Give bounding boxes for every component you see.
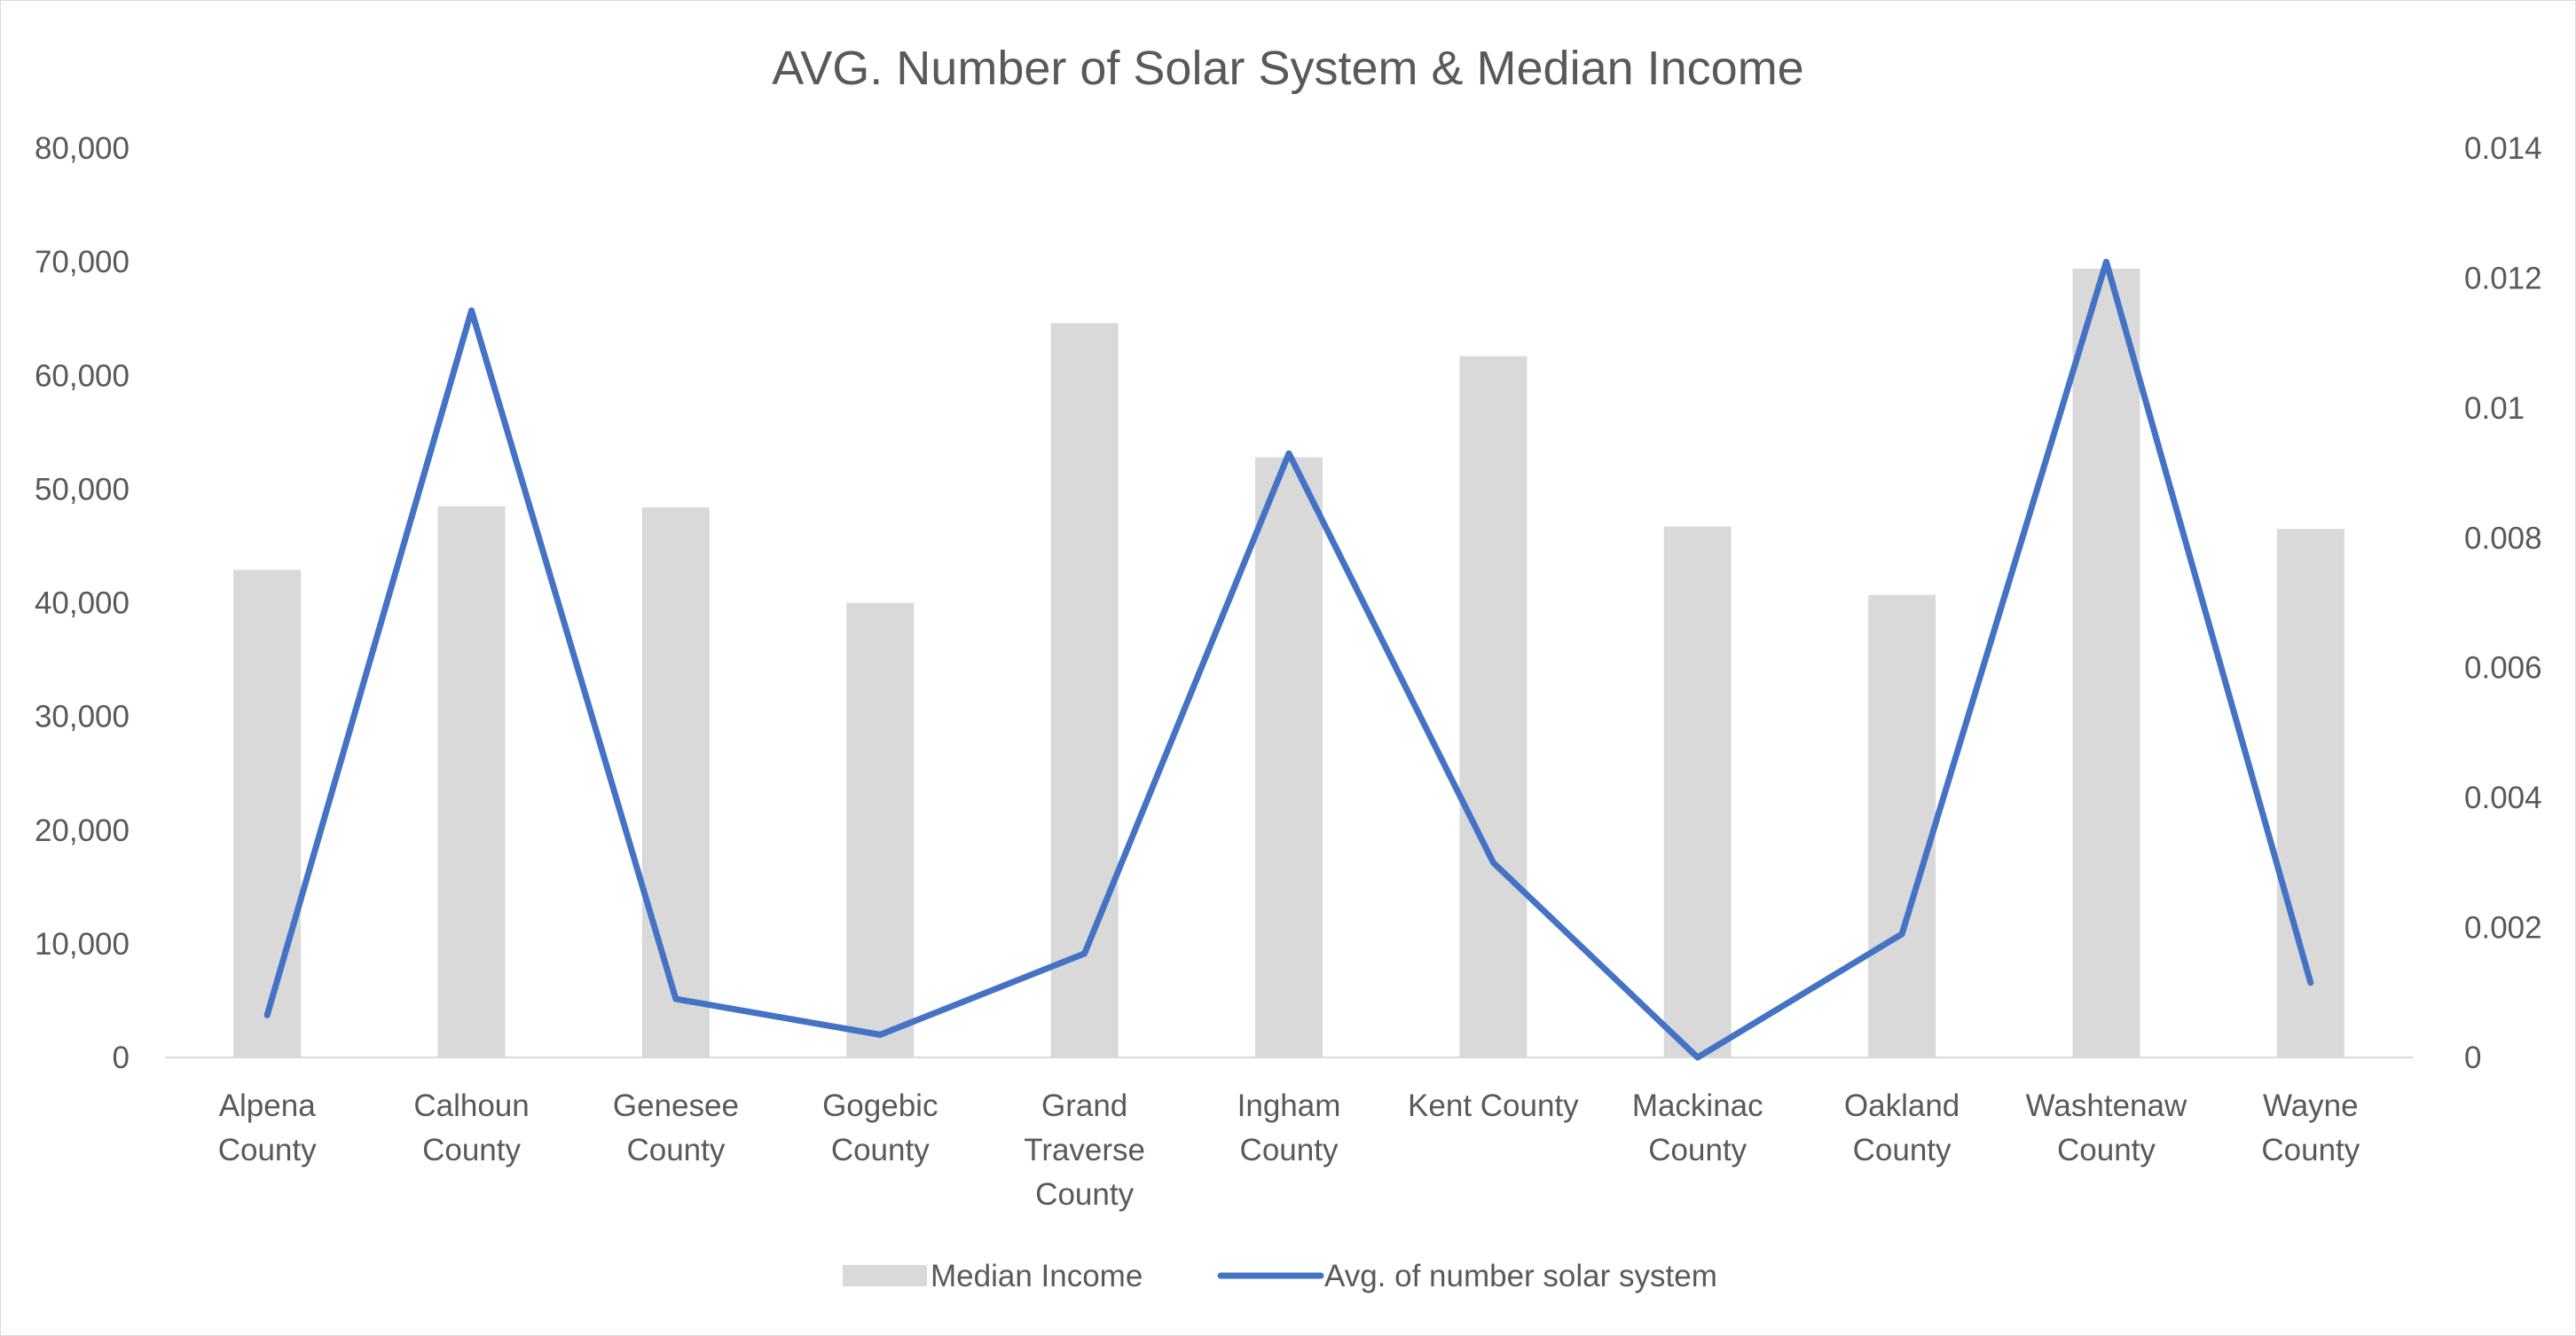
right-axis-ticks: 0 0.002 0.004 0.006 0.008 0.01 0.012 0.014 bbox=[2464, 131, 2542, 1075]
category-label: Oakland County bbox=[1844, 1088, 1959, 1167]
bar-median-income-1 bbox=[437, 506, 506, 1057]
right-tick-label: 0.008 bbox=[2464, 521, 2542, 555]
bar-median-income-0 bbox=[233, 570, 302, 1057]
category-label: Washtenaw County bbox=[2026, 1088, 2187, 1167]
category-label: Alpena County bbox=[218, 1088, 317, 1167]
left-tick-label: 70,000 bbox=[35, 245, 130, 279]
bar-median-income-7 bbox=[1663, 526, 1732, 1057]
legend-label-solar-systems: Avg. of number solar system bbox=[1324, 1259, 1717, 1293]
right-tick-label: 0.004 bbox=[2464, 781, 2542, 815]
category-label: Kent County bbox=[1408, 1088, 1579, 1123]
category-label: Gogebic County bbox=[822, 1088, 938, 1167]
category-label: Genesee County bbox=[613, 1088, 739, 1167]
right-tick-label: 0.002 bbox=[2464, 911, 2542, 946]
category-label: Grand Traverse County bbox=[1024, 1088, 1145, 1212]
right-tick-label: 0.01 bbox=[2464, 391, 2525, 426]
left-tick-label: 20,000 bbox=[35, 813, 130, 848]
bar-median-income-6 bbox=[1459, 356, 1528, 1057]
legend-swatch-median-income bbox=[843, 1265, 927, 1286]
category-label: Calhoun County bbox=[413, 1088, 529, 1167]
left-tick-label: 50,000 bbox=[35, 472, 130, 507]
left-tick-label: 80,000 bbox=[35, 131, 130, 166]
legend: Median Income Avg. of number solar syste… bbox=[843, 1259, 1717, 1293]
right-tick-label: 0 bbox=[2464, 1041, 2481, 1075]
bar-median-income-8 bbox=[1868, 594, 1936, 1057]
bar-median-income-2 bbox=[641, 507, 710, 1057]
line-series bbox=[263, 258, 2314, 1061]
bar-median-income-9 bbox=[2072, 268, 2140, 1057]
left-axis-ticks: 0 10,000 20,000 30,000 40,000 50,000 60,000 70,… bbox=[35, 131, 130, 1075]
legend-label-median-income: Median Income bbox=[931, 1259, 1143, 1293]
left-tick-label: 60,000 bbox=[35, 358, 130, 393]
bar-median-income-5 bbox=[1255, 457, 1323, 1057]
left-tick-label: 10,000 bbox=[35, 927, 130, 962]
left-tick-label: 0 bbox=[113, 1041, 130, 1075]
bar-median-income-10 bbox=[2276, 529, 2344, 1057]
right-tick-label: 0.012 bbox=[2464, 261, 2542, 295]
bar-median-income-4 bbox=[1050, 323, 1119, 1057]
category-label: Ingham County bbox=[1237, 1088, 1341, 1167]
chart-title: AVG. Number of Solar System & Median Inc… bbox=[772, 42, 1803, 95]
right-tick-label: 0.006 bbox=[2464, 651, 2542, 686]
left-tick-label: 40,000 bbox=[35, 586, 130, 621]
category-labels: Alpena County Calhoun County Genesee County Go… bbox=[218, 1088, 2360, 1212]
category-label: Wayne County bbox=[2261, 1088, 2360, 1167]
right-tick-label: 0.014 bbox=[2464, 131, 2542, 166]
bar-series bbox=[233, 268, 2344, 1057]
bar-median-income-3 bbox=[846, 602, 915, 1057]
left-tick-label: 30,000 bbox=[35, 700, 130, 735]
category-label: Mackinac County bbox=[1632, 1088, 1763, 1167]
